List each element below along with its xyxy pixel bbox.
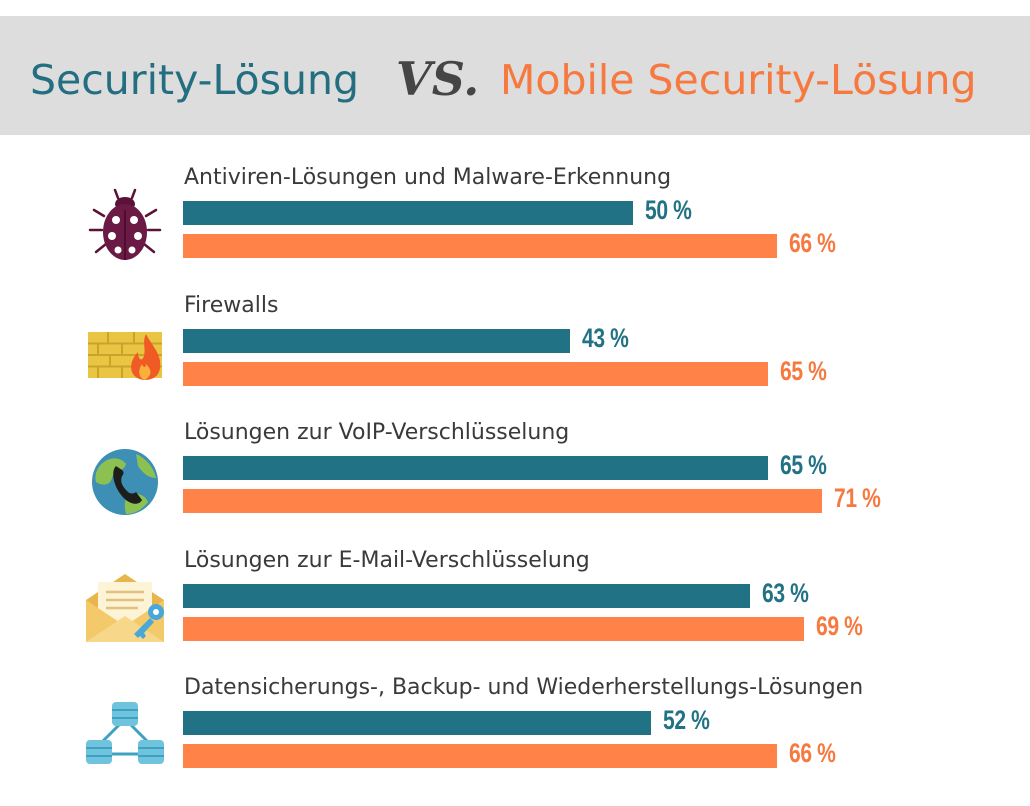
value-label: 66 % [789, 738, 836, 768]
bar-security [183, 328, 570, 353]
value-label: 52 % [663, 705, 710, 735]
envelope-key-icon [86, 574, 164, 642]
bar-security [183, 201, 633, 225]
value-label: 63 % [762, 577, 809, 608]
ladybug-icon [88, 188, 162, 260]
category-label: Antiviren-Lösungen und Malware-Erkennung [184, 165, 672, 190]
bar-mobile-security [183, 744, 777, 768]
firewall-icon [88, 332, 162, 380]
bar-security [183, 711, 651, 735]
bar-mobile-security [183, 361, 768, 386]
database-network-icon [86, 702, 164, 764]
value-label: 43 % [582, 322, 629, 353]
bar-mobile-security [183, 489, 822, 513]
value-label: 71 % [834, 483, 881, 513]
bar-mobile-security [183, 616, 804, 641]
value-label: 69 % [816, 610, 863, 641]
header-banner [0, 16, 1030, 135]
bar-mobile-security [183, 234, 777, 258]
category-label: Datensicherungs-, Backup- und Wiederhers… [184, 675, 864, 700]
versus-label: VS. [396, 52, 480, 106]
globe-phone-icon [92, 449, 158, 515]
bar-security [183, 583, 750, 608]
category-label: Firewalls [184, 292, 279, 318]
title-security-solution: Security-Lösung [30, 56, 360, 104]
value-label: 65 % [780, 355, 827, 386]
value-label: 66 % [789, 228, 836, 258]
value-label: 65 % [780, 450, 827, 480]
bar-security [183, 456, 768, 480]
title-mobile-security-solution: Mobile Security-Lösung [500, 56, 977, 104]
value-label: 50 % [645, 195, 692, 225]
category-label: Lösungen zur E-Mail-Verschlüsselung [184, 547, 590, 573]
category-label: Lösungen zur VoIP-Verschlüsselung [184, 420, 570, 445]
